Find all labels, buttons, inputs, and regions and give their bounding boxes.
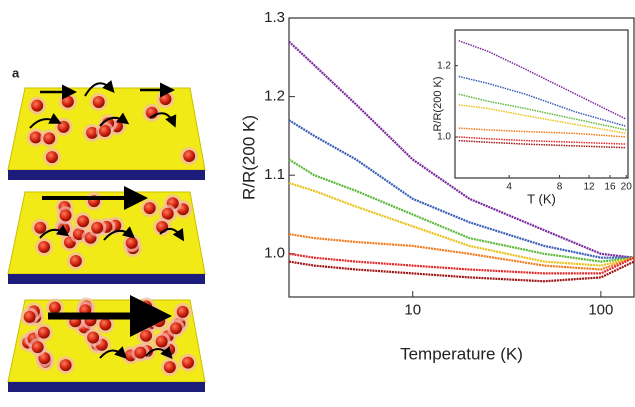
particle <box>70 255 82 267</box>
particle <box>49 302 61 314</box>
particle <box>46 151 58 163</box>
series-line <box>459 137 627 144</box>
particle <box>38 241 50 253</box>
figure: a 1.0 1.1 1.2 1.3 10 100 Temperature (K) R/R(20… <box>0 0 635 407</box>
x-tick-label: 100 <box>588 301 613 318</box>
y-tick-label: 1.2 <box>264 88 285 105</box>
particle <box>34 222 46 234</box>
particle <box>156 335 168 347</box>
particle <box>62 96 74 108</box>
y-tick-label: 1.1 <box>264 166 285 183</box>
slab-side <box>8 170 205 180</box>
particle <box>30 131 42 143</box>
particle <box>99 125 111 137</box>
particle <box>24 311 36 323</box>
particle <box>134 347 146 359</box>
x-tick-label: 16 <box>604 182 616 193</box>
illustration <box>8 83 205 392</box>
particle <box>162 208 174 220</box>
x-tick-label: 12 <box>583 182 595 193</box>
particle <box>164 361 176 373</box>
particle <box>87 332 99 344</box>
particle <box>140 330 152 342</box>
charts: 1.0 1.1 1.2 1.3 10 100 Temperature (K) R/R(200 … <box>239 9 634 364</box>
particle <box>93 96 105 108</box>
particle <box>91 222 103 234</box>
y-tick-label: 1.0 <box>264 245 285 262</box>
particle <box>77 215 89 227</box>
x-tick-label: 10 <box>404 301 421 318</box>
panel-label: a <box>12 65 20 80</box>
slab-side <box>8 382 205 392</box>
x-tick-label: 8 <box>557 182 563 193</box>
particle <box>60 359 72 371</box>
slab-side <box>8 274 205 284</box>
particle <box>182 357 194 369</box>
particle <box>170 322 182 334</box>
particle <box>140 301 152 313</box>
y-axis-label: R/R(200 K) <box>432 76 444 131</box>
y-tick-label: 1.3 <box>264 9 285 26</box>
particle <box>38 327 50 339</box>
particle <box>60 209 72 221</box>
particle <box>177 306 189 318</box>
particle <box>32 341 44 353</box>
particle <box>99 318 111 330</box>
series-line <box>459 128 627 137</box>
y-axis-label: R/R(200 K) <box>239 115 258 200</box>
particle <box>58 121 70 133</box>
particle <box>159 93 171 105</box>
particle <box>31 100 43 112</box>
x-axis-label: T (K) <box>527 191 556 206</box>
x-tick-label: 4 <box>506 182 512 193</box>
y-tick-label: 1.0 <box>437 132 451 143</box>
x-axis-label: Temperature (K) <box>400 344 523 363</box>
particle <box>144 202 156 214</box>
series-line <box>459 76 627 126</box>
particle <box>43 132 55 144</box>
x-tick-label: 20 <box>621 182 633 193</box>
plot-frame <box>289 18 634 297</box>
series-line <box>459 94 627 130</box>
plot-frame <box>455 30 628 178</box>
y-tick-label: 1.2 <box>437 60 451 71</box>
particle <box>126 237 138 249</box>
particle <box>183 150 195 162</box>
